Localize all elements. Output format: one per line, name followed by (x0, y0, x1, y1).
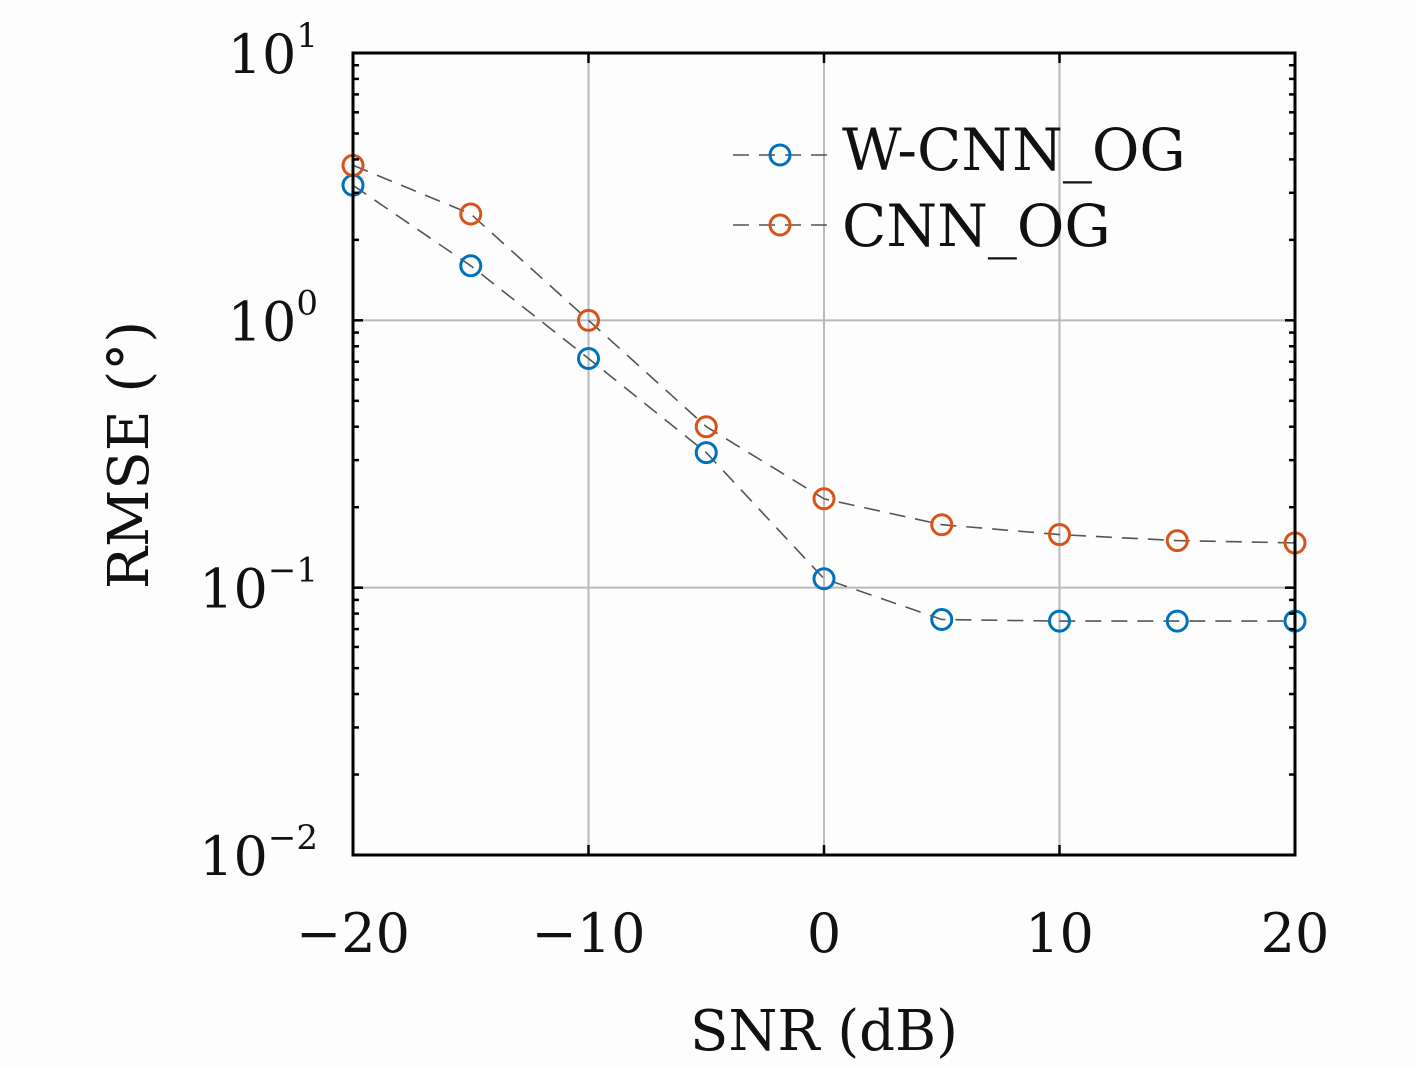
x-tick-label: −20 (296, 902, 410, 965)
x-axis-title: SNR (dB) (690, 999, 958, 1064)
series-line-cnn-og (352, 164, 1296, 544)
data-point-cnn-og (1048, 523, 1071, 547)
series-layer (341, 153, 1307, 633)
axis-ticks (351, 51, 1297, 857)
data-point-w-cnn-og (459, 254, 483, 278)
y-tick-exponent: −1 (268, 551, 318, 591)
data-point-w-cnn-og (1048, 609, 1071, 633)
data-point-w-cnn-og (812, 567, 836, 591)
y-tick-exponent: −2 (268, 818, 318, 858)
y-tick-label: 100 (228, 283, 318, 353)
y-tick-exponent: 0 (296, 283, 318, 323)
y-tick-base: 10 (228, 23, 297, 86)
x-tick-labels: −20 −10 0 10 20 (296, 902, 1329, 965)
x-tick-label: 20 (1261, 902, 1330, 965)
data-point-cnn-og (1165, 529, 1189, 553)
y-tick-base: 10 (199, 825, 268, 888)
x-tick-label: 10 (1025, 902, 1094, 965)
legend-label-w-cnn-og: W-CNN_OG (842, 116, 1186, 184)
x-tick-label: −10 (532, 902, 646, 965)
data-point-w-cnn-og (930, 608, 954, 632)
y-tick-base: 10 (199, 558, 268, 621)
legend-marker-w-cnn-og (768, 143, 792, 167)
data-point-cnn-og (459, 202, 483, 226)
legend: W-CNN_OG CNN_OG (733, 116, 1186, 260)
data-point-w-cnn-og (577, 346, 600, 370)
y-tick-base: 10 (228, 290, 297, 353)
y-axis-title: RMSE (°) (97, 321, 162, 589)
legend-label-cnn-og: CNN_OG (842, 192, 1111, 260)
data-point-cnn-og (577, 308, 600, 332)
y-tick-label: 10−1 (199, 551, 318, 621)
y-tick-label: 10−2 (199, 818, 318, 888)
legend-marker-cnn-og (768, 213, 792, 237)
series-line-w-cnn-og (352, 184, 1295, 622)
data-point-w-cnn-og (1165, 609, 1189, 633)
data-point-cnn-og (812, 487, 836, 511)
data-point-w-cnn-og (694, 441, 718, 465)
y-tick-label: 101 (228, 16, 318, 86)
data-point-cnn-og (930, 513, 954, 537)
x-tick-label: 0 (807, 902, 841, 965)
data-point-cnn-og (694, 415, 718, 439)
y-tick-exponent: 1 (296, 16, 318, 56)
